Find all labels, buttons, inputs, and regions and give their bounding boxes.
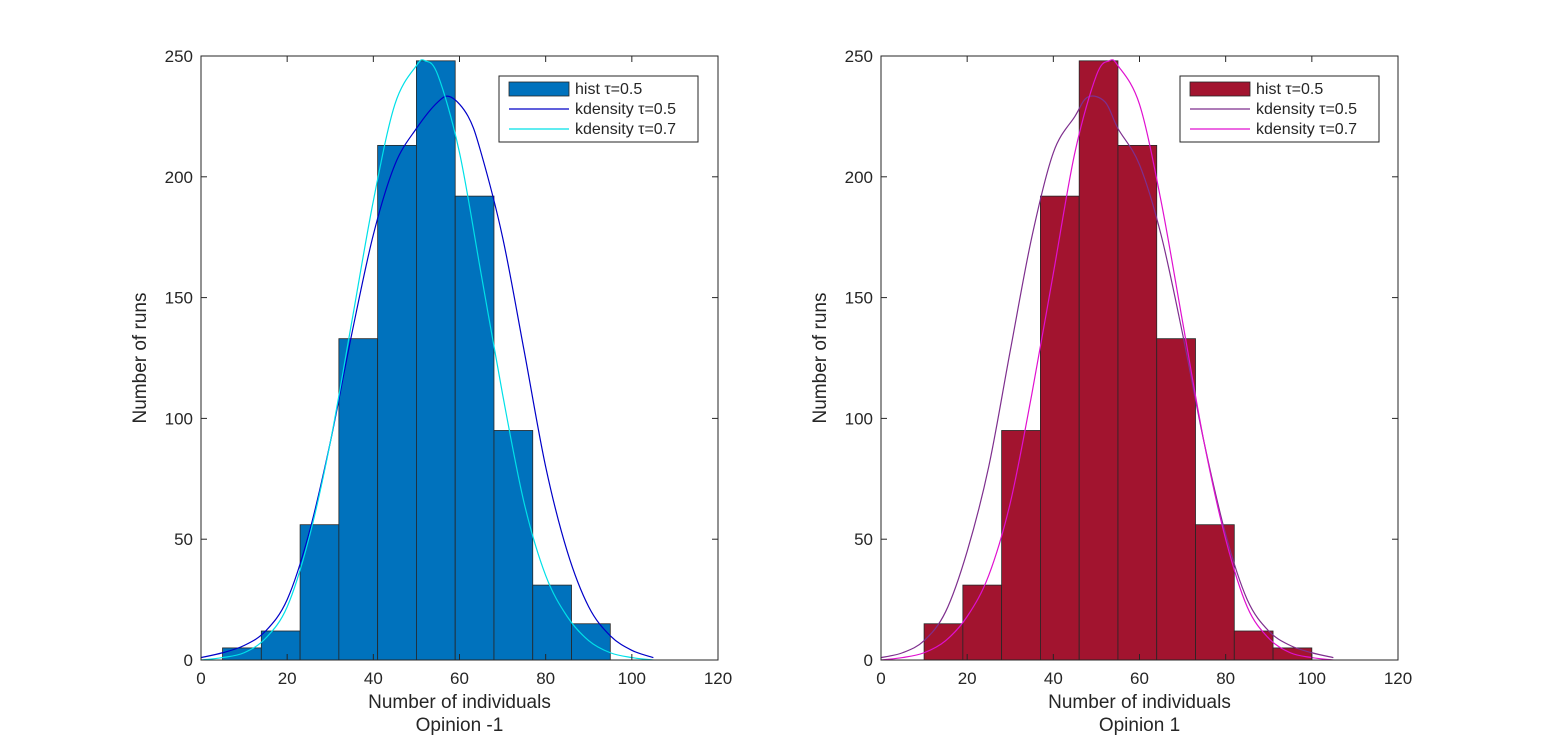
y-tick-label: 0 [864, 651, 873, 670]
histogram-bar [532, 584, 572, 660]
chart-panel-opinion-1: 0 20 40 60 80 100 120 0 50 100 150 200 250 Number of… [810, 47, 1412, 736]
x-tick-label: 100 [1298, 669, 1326, 688]
x-tick-label: 60 [1130, 669, 1149, 688]
y-tick-label: 0 [184, 651, 193, 670]
x-tick-label: 60 [450, 669, 469, 688]
legend-label: hist τ=0.5 [1256, 81, 1323, 98]
y-axis-label: Number of runs [810, 293, 831, 424]
x-axis-label: Number of individuals [1048, 692, 1231, 713]
histogram-bar [454, 195, 495, 660]
y-tick-label: 250 [165, 47, 193, 66]
legend: hist τ=0.5 kdensity τ=0.5 kdensity τ=0.7 [498, 75, 699, 143]
histogram-bar [416, 60, 456, 660]
x-tick-label: 120 [1384, 669, 1412, 688]
plot-area-content [881, 59, 1334, 660]
y-tick-label: 100 [845, 409, 873, 428]
histogram-bar [1001, 430, 1041, 660]
x-tick-label: 80 [1216, 669, 1235, 688]
x-tick-label: 20 [958, 669, 977, 688]
y-tick-label: 200 [845, 168, 873, 187]
kdensity-curve [881, 95, 1334, 659]
x-tick-label: 80 [536, 669, 555, 688]
x-tick-label: 0 [196, 669, 205, 688]
histogram-bar [260, 630, 301, 660]
legend-swatch-hist [508, 81, 570, 97]
x-tick-label: 100 [618, 669, 646, 688]
x-tick-label: 20 [278, 669, 297, 688]
histogram-bar [1156, 338, 1196, 660]
histogram-bar [1078, 60, 1119, 660]
kdensity-curves [201, 59, 654, 660]
x-tick-label: 120 [704, 669, 732, 688]
kdensity-curve [201, 95, 654, 659]
histogram-bar [1233, 630, 1274, 660]
axis-ticks: 0 20 40 60 80 100 120 0 50 100 150 200 250 [845, 47, 1413, 688]
histogram-bar [962, 584, 1003, 660]
legend: hist τ=0.5 kdensity τ=0.5 kdensity τ=0.7 [1179, 75, 1380, 143]
histogram-bars [923, 60, 1313, 660]
panel-caption: Opinion 1 [1099, 715, 1180, 736]
kdensity-curves [881, 59, 1334, 660]
y-tick-label: 50 [174, 530, 193, 549]
kdensity-curve [881, 59, 1334, 660]
chart-panel-opinion-minus-1: 0 20 40 60 80 100 120 0 50 100 150 200 250 Number of… [130, 47, 732, 736]
legend-label: kdensity τ=0.5 [575, 101, 676, 118]
legend-label: kdensity τ=0.5 [1256, 101, 1357, 118]
histogram-bar [1117, 144, 1158, 660]
y-axis-label: Number of runs [130, 293, 151, 424]
legend-label: hist τ=0.5 [575, 81, 642, 98]
axis-ticks: 0 20 40 60 80 100 120 0 50 100 150 200 250 [165, 47, 733, 688]
legend-swatch-hist [1189, 81, 1251, 97]
y-tick-label: 150 [165, 289, 193, 308]
legend-label: kdensity τ=0.7 [1256, 121, 1357, 138]
y-tick-label: 250 [845, 47, 873, 66]
y-tick-label: 100 [165, 409, 193, 428]
x-axis-label: Number of individuals [368, 692, 551, 713]
legend-label: kdensity τ=0.7 [575, 121, 676, 138]
kdensity-curve [201, 59, 654, 660]
y-tick-label: 50 [854, 530, 873, 549]
x-tick-label: 40 [1044, 669, 1063, 688]
histogram-bar [493, 430, 534, 660]
x-tick-label: 40 [364, 669, 383, 688]
y-tick-label: 200 [165, 168, 193, 187]
x-tick-label: 0 [876, 669, 885, 688]
y-tick-label: 150 [845, 289, 873, 308]
histogram-bar [1040, 195, 1080, 660]
panel-caption: Opinion -1 [416, 715, 504, 736]
histogram-bar [338, 338, 379, 660]
histogram-bar [377, 144, 417, 660]
